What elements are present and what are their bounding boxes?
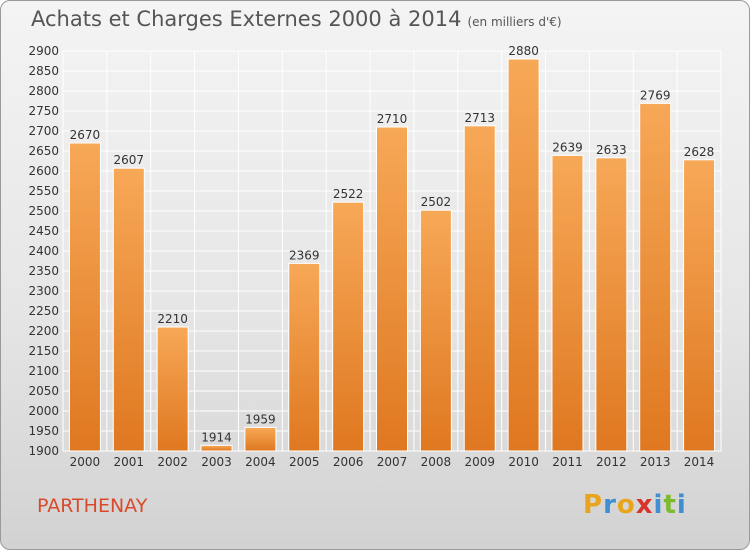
bar-2006 bbox=[332, 201, 365, 452]
data-label-2006: 2522 bbox=[333, 187, 364, 201]
x-tick-label-2008: 2008 bbox=[421, 455, 452, 469]
x-tick-label-2010: 2010 bbox=[508, 455, 539, 469]
chart-title-text: Achats et Charges Externes 2000 à 2014 bbox=[31, 7, 462, 31]
y-tick-label: 2300 bbox=[28, 284, 59, 298]
x-tick-label-2007: 2007 bbox=[377, 455, 408, 469]
y-tick-label: 2050 bbox=[28, 384, 59, 398]
bar-2011 bbox=[551, 154, 584, 452]
y-tick-label: 2700 bbox=[28, 124, 59, 138]
bar-2009 bbox=[463, 125, 496, 452]
x-tick-label-2013: 2013 bbox=[640, 455, 671, 469]
y-tick-label: 2650 bbox=[28, 144, 59, 158]
bar-2003 bbox=[200, 444, 233, 452]
y-tick-label: 2000 bbox=[28, 404, 59, 418]
bar-2008 bbox=[419, 209, 452, 452]
data-label-2005: 2369 bbox=[289, 248, 320, 262]
y-tick-label: 2800 bbox=[28, 84, 59, 98]
bar-2007 bbox=[376, 126, 408, 452]
y-tick-label: 2500 bbox=[28, 204, 59, 218]
y-tick-label: 2100 bbox=[28, 364, 59, 378]
x-tick-label-2001: 2001 bbox=[114, 455, 145, 469]
bar-2000 bbox=[68, 142, 101, 452]
y-tick-label: 2350 bbox=[28, 264, 59, 278]
place-name: PARTHENAY bbox=[37, 495, 148, 517]
x-tick-label-2004: 2004 bbox=[245, 455, 276, 469]
bars bbox=[68, 58, 716, 452]
chart-title: Achats et Charges Externes 2000 à 2014 (e… bbox=[31, 7, 562, 31]
y-tick-label: 2400 bbox=[28, 244, 59, 258]
x-tick-label-2002: 2002 bbox=[157, 455, 188, 469]
data-label-2009: 2713 bbox=[464, 111, 495, 125]
data-label-2011: 2639 bbox=[552, 140, 583, 154]
x-tick-label-2005: 2005 bbox=[289, 455, 320, 469]
bar-2001 bbox=[112, 167, 145, 452]
bar-2012 bbox=[595, 157, 628, 452]
bar-2014 bbox=[683, 159, 716, 452]
data-label-2000: 2670 bbox=[70, 128, 101, 142]
data-label-2008: 2502 bbox=[421, 195, 452, 209]
y-tick-label: 2850 bbox=[28, 64, 59, 78]
chart-unit: (en milliers d'€) bbox=[467, 15, 562, 29]
x-tick-label-2009: 2009 bbox=[464, 455, 495, 469]
data-label-2002: 2210 bbox=[157, 312, 188, 326]
data-label-2004: 1959 bbox=[245, 412, 276, 426]
y-tick-label: 2600 bbox=[28, 164, 59, 178]
data-label-2010: 2880 bbox=[508, 44, 539, 58]
proxiti-logo: Proxiti bbox=[583, 490, 687, 520]
x-tick-label-2000: 2000 bbox=[70, 455, 101, 469]
bar-2010 bbox=[507, 58, 540, 452]
x-tick-label-2014: 2014 bbox=[684, 455, 715, 469]
bar-2005 bbox=[288, 262, 321, 452]
bar-2013 bbox=[639, 102, 672, 452]
y-tick-label: 2450 bbox=[28, 224, 59, 238]
y-tick-label: 2900 bbox=[28, 44, 59, 58]
data-label-2014: 2628 bbox=[684, 145, 715, 159]
y-tick-labels: 1900 1950 2000 2050 2100 2150 2200 2250 2300 2350… bbox=[28, 44, 59, 458]
y-tick-label: 2550 bbox=[28, 184, 59, 198]
data-label-2013: 2769 bbox=[640, 88, 671, 102]
y-tick-label: 2250 bbox=[28, 304, 59, 318]
bar-2002 bbox=[156, 326, 189, 452]
x-tick-label-2006: 2006 bbox=[333, 455, 364, 469]
x-tick-label-2012: 2012 bbox=[596, 455, 627, 469]
y-tick-label: 2750 bbox=[28, 104, 59, 118]
y-tick-label: 2200 bbox=[28, 324, 59, 338]
data-label-2001: 2607 bbox=[114, 153, 145, 167]
data-labels: 2670 2607 2210 1914 1959 2369 2522 2710 2502 2713… bbox=[70, 44, 715, 444]
x-tick-label-2003: 2003 bbox=[201, 455, 232, 469]
x-tick-labels: 2000 2001 2002 2003 2004 2005 2006 2007 2008 2009… bbox=[70, 455, 715, 469]
data-label-2007: 2710 bbox=[377, 112, 408, 126]
data-label-2012: 2633 bbox=[596, 143, 627, 157]
y-tick-label: 2150 bbox=[28, 344, 59, 358]
y-tick-label: 1950 bbox=[28, 424, 59, 438]
bar-2004 bbox=[244, 426, 277, 452]
x-tick-label-2011: 2011 bbox=[552, 455, 583, 469]
data-label-2003: 1914 bbox=[201, 430, 232, 444]
y-tick-label: 1900 bbox=[28, 444, 59, 458]
